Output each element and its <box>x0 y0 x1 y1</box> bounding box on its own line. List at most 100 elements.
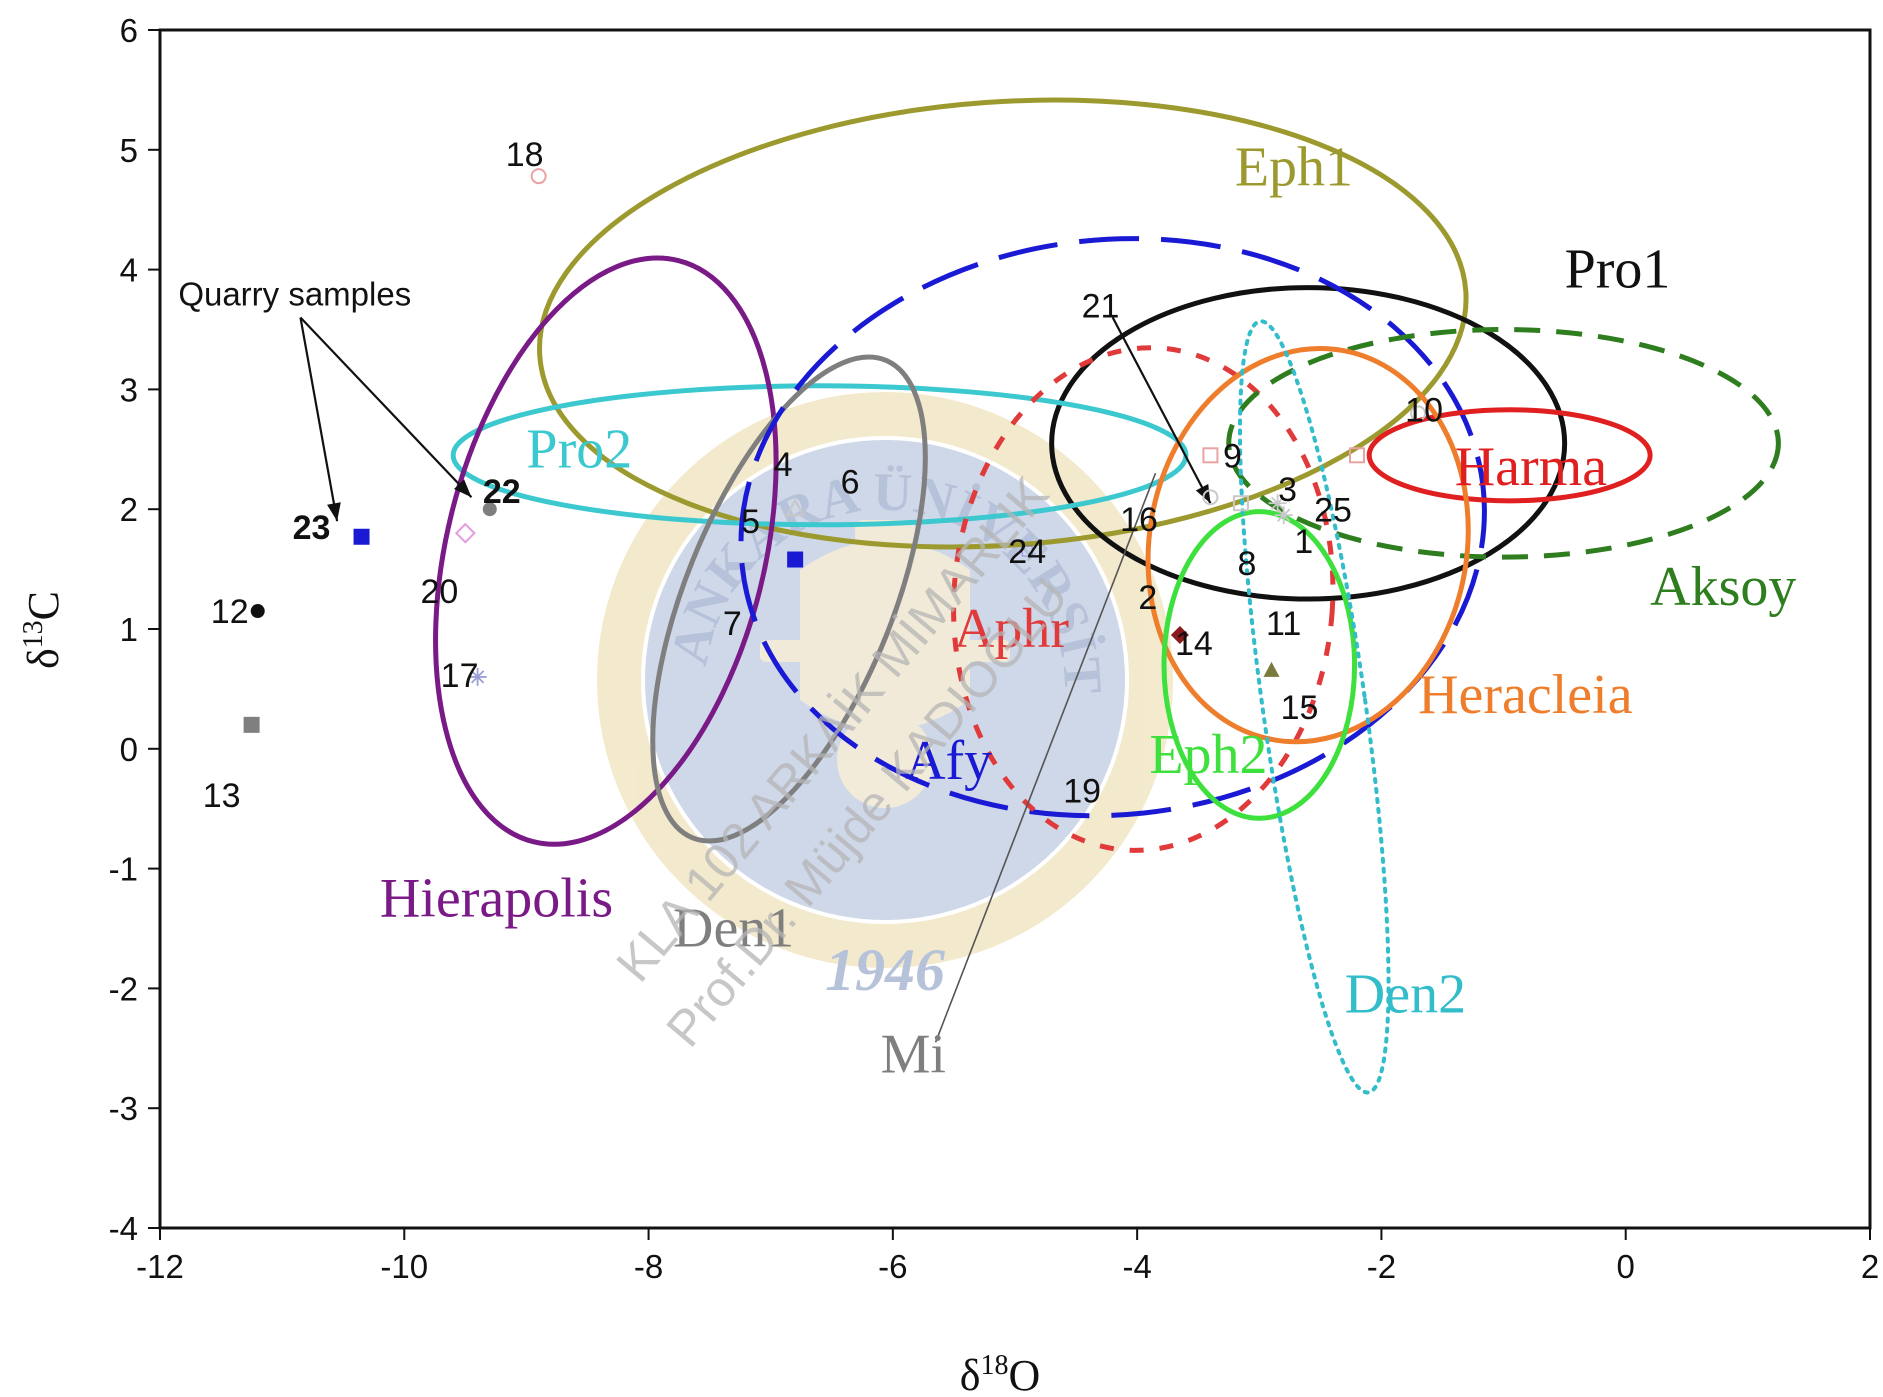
seal-outer-ring <box>597 392 1173 968</box>
region-label-eph1: Eph1 <box>1235 137 1353 199</box>
x-axis-title: δ18O <box>960 1350 1041 1397</box>
x-tick-label: -2 <box>1367 1248 1396 1285</box>
x-tick-label: -4 <box>1122 1248 1151 1285</box>
ellipse-aksoy <box>1226 327 1781 560</box>
point-13-marker <box>243 716 260 733</box>
ellipse-hierapolis <box>433 255 779 847</box>
extra-marker-2 <box>1232 495 1249 512</box>
point-6-label: 6 <box>841 463 860 501</box>
annotation-lines <box>299 316 1212 1043</box>
point-20-label: 20 <box>420 573 458 611</box>
point-1-marker <box>1274 506 1293 525</box>
point-11-label: 11 <box>1266 605 1301 643</box>
arrow-head <box>1195 484 1211 504</box>
point-9-label: 9 <box>1223 437 1242 475</box>
point-8-label: 8 <box>1238 545 1257 583</box>
university-seal: ANKARA ÜNİVERSİTESİ 1946 <box>0 0 1173 1003</box>
region-label-pro2: Pro2 <box>526 418 632 480</box>
extra-marker-3 <box>1202 489 1219 506</box>
y-tick-label: 0 <box>120 731 138 768</box>
point-7-label: 7 <box>723 605 742 643</box>
region-label-afy: Afy <box>905 730 992 792</box>
seal-year: 1946 <box>825 937 945 1003</box>
x-tick-label: -12 <box>136 1248 184 1285</box>
y-tick-label: 3 <box>120 371 138 408</box>
point-23-label: 23 <box>293 509 331 547</box>
x-tick-label: 0 <box>1617 1248 1635 1285</box>
point-16-label: 16 <box>1120 501 1158 539</box>
ellipse-aphr <box>951 345 1336 853</box>
region-label-aphr: Aphr <box>954 598 1069 660</box>
point-10-marker <box>1410 405 1427 422</box>
mi-pointer-line <box>934 472 1157 1043</box>
ellipse-eph1 <box>537 97 1469 550</box>
y-tick-label: 5 <box>120 132 138 169</box>
point-10-label: 10 <box>1405 391 1443 429</box>
point-3-marker <box>1268 494 1287 513</box>
region-label-den2: Den2 <box>1345 963 1466 1025</box>
point-21-label: 21 <box>1082 288 1120 326</box>
x-tick-label: -8 <box>634 1248 663 1285</box>
region-ellipses <box>433 97 1781 1095</box>
region-label-aksoy: Aksoy <box>1650 556 1796 618</box>
extra-marker-1 <box>787 551 804 568</box>
point-20-marker <box>454 522 476 544</box>
y-tick-label: -4 <box>109 1210 138 1247</box>
region-label-heracleia: Heracleia <box>1418 664 1633 726</box>
point-4-label: 4 <box>774 446 793 484</box>
mi-label: Mi <box>881 1023 946 1085</box>
sample-labels: 1234567891011121314151617181920212223242… <box>203 136 1443 815</box>
point-5-label: 5 <box>741 503 760 541</box>
sample-markers <box>243 168 1427 733</box>
y-tick-label: 6 <box>120 12 138 49</box>
ellipse-den2 <box>1237 319 1391 1095</box>
point-12-label: 12 <box>211 593 249 631</box>
arrow-line <box>1111 317 1212 504</box>
region-labels: Eph1 Pro1 Pro2 Hierapolis Den1 Afy Aphr Aksoy Ha… <box>380 137 1797 1026</box>
point-22-marker <box>482 502 497 517</box>
arrow-head <box>327 502 341 522</box>
point-18-marker <box>530 168 547 185</box>
point-3-label: 3 <box>1278 471 1297 509</box>
x-tick-label: -6 <box>878 1248 907 1285</box>
region-label-pro1: Pro1 <box>1565 239 1671 301</box>
arrow-head <box>453 479 472 498</box>
annotations: Quarry samples Mi <box>178 276 946 1086</box>
ellipse-afy <box>738 236 1487 819</box>
y-tick-label: -1 <box>109 851 138 888</box>
y-axis-title: δ13C <box>18 591 68 669</box>
arrow-line <box>299 317 339 522</box>
y-tick-label: 2 <box>120 491 138 528</box>
y-tick-label: 4 <box>120 252 138 289</box>
point-1-label: 1 <box>1294 523 1313 561</box>
point-17-label: 17 <box>441 657 479 695</box>
point-14-label: 14 <box>1175 625 1213 663</box>
point-25-label: 25 <box>1314 491 1352 529</box>
x-tick-label: 2 <box>1861 1248 1879 1285</box>
x-tick-label: -10 <box>380 1248 428 1285</box>
point-9-marker <box>1202 447 1219 464</box>
region-label-hierapolis: Hierapolis <box>380 868 613 930</box>
point-24-label: 24 <box>1008 533 1046 571</box>
ellipse-pro1 <box>1049 285 1568 602</box>
point-15-label: 15 <box>1281 689 1319 727</box>
point-14-marker <box>1170 625 1189 644</box>
region-label-eph2: Eph2 <box>1149 724 1267 786</box>
point-17-marker <box>468 667 487 686</box>
y-tick-label: -3 <box>109 1090 138 1127</box>
arrow-line <box>299 316 473 498</box>
ellipse-den1 <box>650 354 928 844</box>
point-12-marker <box>250 604 265 619</box>
region-label-harma: Harma <box>1455 436 1608 498</box>
point-24-marker <box>1021 545 1033 557</box>
ellipse-eph2 <box>1161 509 1358 821</box>
point-18-label: 18 <box>506 136 544 174</box>
point-13-label: 13 <box>203 777 241 815</box>
ellipse-heracleia <box>1145 346 1471 745</box>
y-tick-label: 1 <box>120 611 138 648</box>
y-tick-label: -2 <box>109 970 138 1007</box>
point-15-marker <box>1263 661 1280 677</box>
point-23-marker <box>353 528 370 545</box>
